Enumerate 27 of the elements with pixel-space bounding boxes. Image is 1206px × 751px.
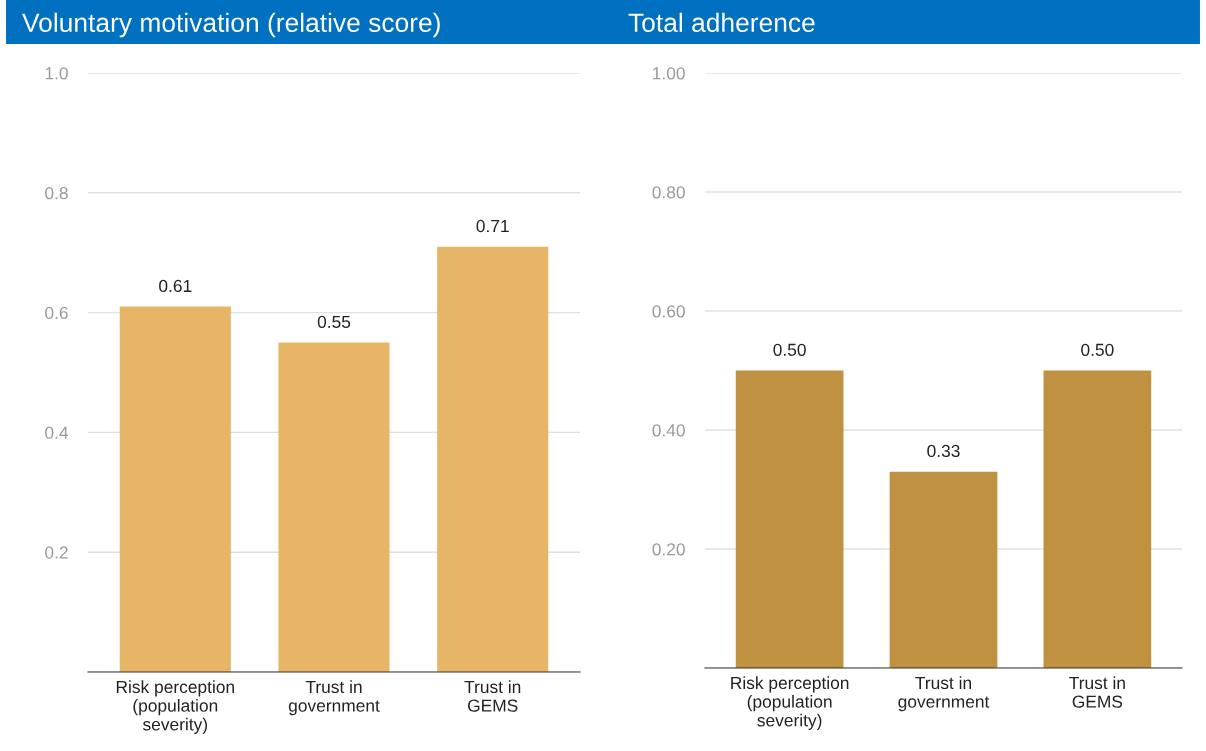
data-label: 0.50 (773, 343, 806, 356)
x-tick-label: Trust in GEMS (464, 680, 521, 712)
data-label: 0.33 (927, 444, 960, 458)
y-tick-label: 0.6 (45, 306, 68, 320)
bar (437, 246, 549, 672)
y-tick-label: 1.00 (653, 67, 685, 80)
x-tick-label: Trust in GEMS (1069, 676, 1125, 708)
y-tick-label: 0.4 (45, 426, 69, 439)
x-tick-label: Risk perception (population severity) (731, 676, 849, 730)
y-tick-label: 0.80 (652, 186, 685, 199)
y-tick-label: 1.0 (45, 67, 68, 80)
y-tick-label: 0.60 (652, 305, 685, 318)
x-tick-label: Trust in government (898, 676, 990, 712)
data-label: 0.71 (476, 219, 509, 233)
bar (119, 306, 231, 672)
bar (278, 342, 390, 672)
y-tick-label: 0.40 (652, 424, 685, 437)
data-label: 0.61 (159, 279, 192, 293)
y-tick-label: 0.20 (652, 543, 685, 556)
data-label: 0.55 (317, 315, 351, 329)
x-tick-label: Trust in government (288, 680, 380, 716)
data-label: 0.50 (1081, 343, 1114, 356)
chart-title: Voluntary motivation (relative score) (22, 12, 440, 38)
y-tick-label: 0.8 (45, 186, 68, 200)
x-tick-label: Risk perception (population severity) (116, 680, 234, 734)
y-tick-label: 0.2 (45, 546, 68, 559)
chart-title: Total adherence (628, 12, 815, 33)
